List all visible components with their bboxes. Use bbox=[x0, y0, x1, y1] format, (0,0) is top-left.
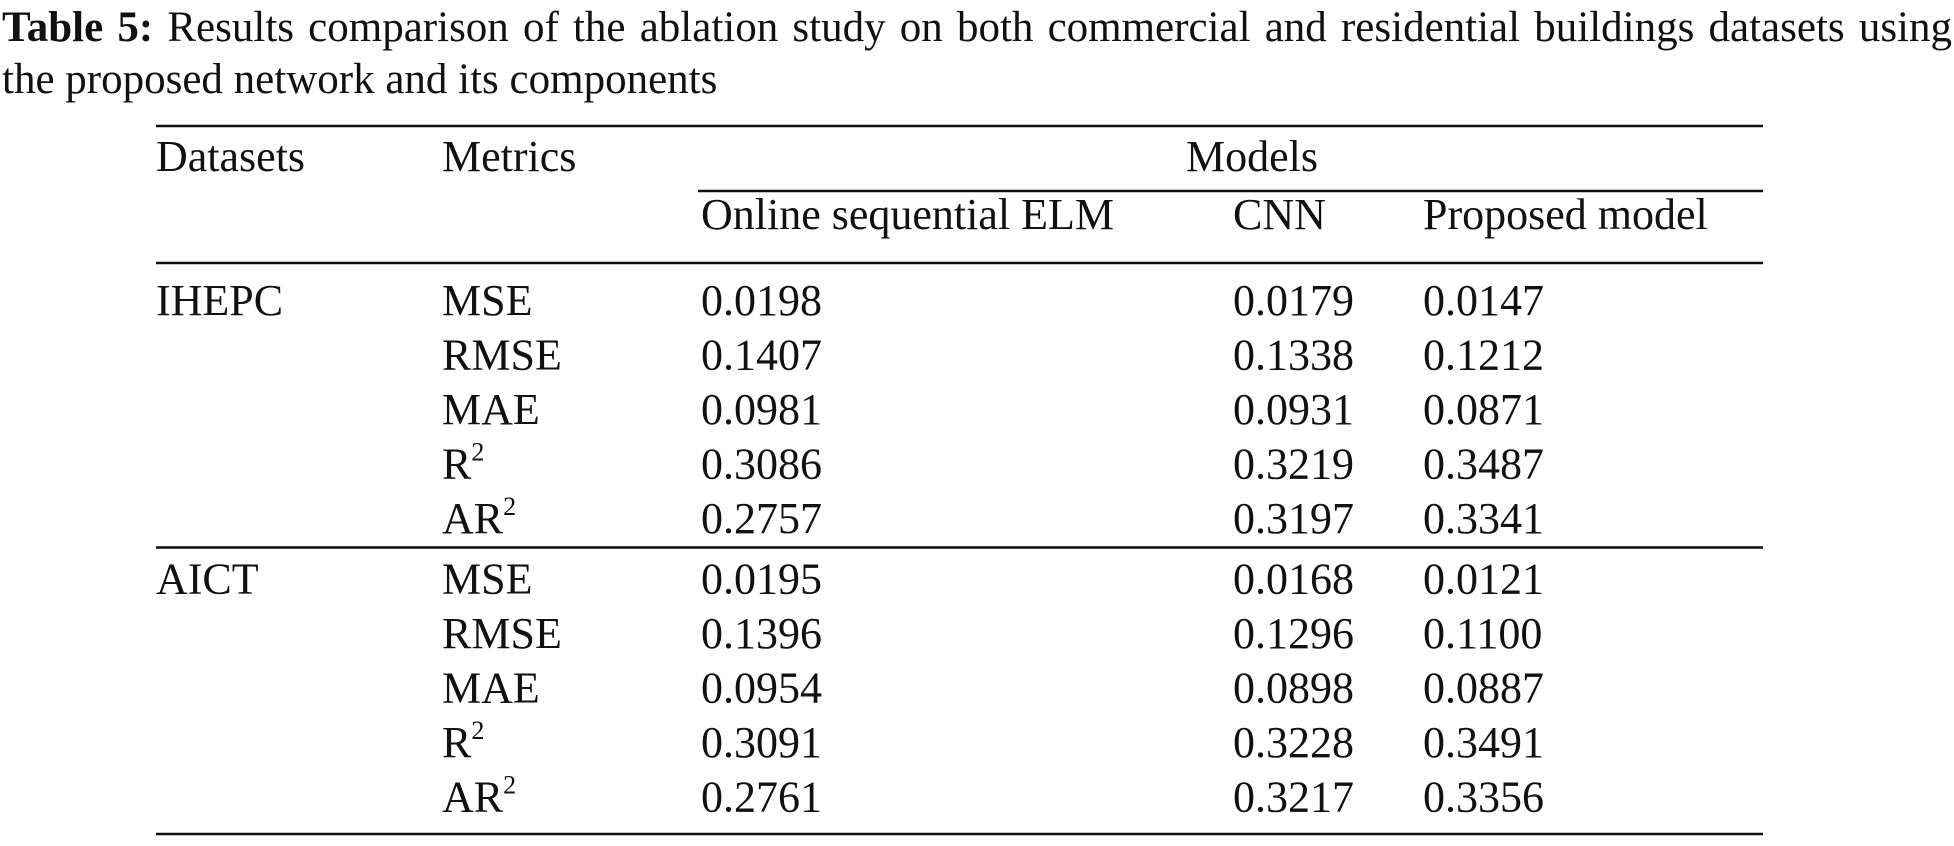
cell-value: 0.0168 bbox=[1233, 555, 1354, 604]
cell-value: 0.3217 bbox=[1233, 773, 1354, 822]
header-metrics: Metrics bbox=[442, 132, 576, 181]
cell-value: 0.3356 bbox=[1423, 773, 1544, 822]
caption-label: Table 5: bbox=[2, 4, 154, 51]
dataset-label: AICT bbox=[156, 555, 259, 604]
metric-name: RMSE bbox=[442, 331, 562, 380]
cell-value: 0.0887 bbox=[1423, 664, 1544, 713]
metric-label: MAE bbox=[442, 664, 540, 713]
metric-label: MSE bbox=[442, 555, 532, 604]
metric-label: AR2 bbox=[442, 492, 516, 543]
cell-value: 0.3228 bbox=[1233, 718, 1354, 767]
cell-value: 0.0179 bbox=[1233, 276, 1354, 325]
metric-name: RMSE bbox=[442, 609, 562, 658]
cell-value: 0.3341 bbox=[1423, 494, 1544, 543]
cell-value: 0.1338 bbox=[1233, 331, 1354, 380]
model-header: Proposed model bbox=[1423, 190, 1708, 239]
cell-value: 0.0195 bbox=[701, 555, 822, 604]
cell-value: 0.3491 bbox=[1423, 718, 1544, 767]
cell-value: 0.1100 bbox=[1423, 609, 1542, 658]
metric-name: R bbox=[442, 718, 472, 767]
model-header: CNN bbox=[1233, 190, 1326, 239]
cell-value: 0.3091 bbox=[701, 718, 822, 767]
metric-name: MAE bbox=[442, 385, 540, 434]
metric-label: AR2 bbox=[442, 770, 516, 821]
cell-value: 0.0898 bbox=[1233, 664, 1354, 713]
metric-name: MSE bbox=[442, 555, 532, 604]
header-models: Models bbox=[1186, 132, 1318, 181]
metric-label: R2 bbox=[442, 437, 484, 488]
cell-value: 0.0147 bbox=[1423, 276, 1544, 325]
metric-superscript: 2 bbox=[503, 492, 516, 521]
cell-value: 0.0981 bbox=[701, 385, 822, 434]
metric-name: R bbox=[442, 440, 472, 489]
metric-label: MSE bbox=[442, 276, 532, 325]
cell-value: 0.1212 bbox=[1423, 331, 1544, 380]
cell-value: 0.0931 bbox=[1233, 385, 1354, 434]
metric-name: MAE bbox=[442, 664, 540, 713]
model-header: Online sequential ELM bbox=[701, 190, 1114, 239]
header-datasets: Datasets bbox=[156, 132, 305, 181]
metric-superscript: 2 bbox=[471, 437, 484, 466]
cell-value: 0.0954 bbox=[701, 664, 822, 713]
cell-value: 0.1396 bbox=[701, 609, 822, 658]
dataset-label: IHEPC bbox=[156, 276, 283, 325]
cell-value: 0.3086 bbox=[701, 440, 822, 489]
cell-value: 0.2761 bbox=[701, 773, 822, 822]
metric-label: RMSE bbox=[442, 609, 562, 658]
caption-text: Results comparison of the ablation study… bbox=[2, 4, 1952, 103]
cell-value: 0.2757 bbox=[701, 494, 822, 543]
metric-superscript: 2 bbox=[503, 770, 516, 799]
cell-value: 0.1407 bbox=[701, 331, 822, 380]
cell-value: 0.0198 bbox=[701, 276, 822, 325]
metric-label: R2 bbox=[442, 716, 484, 767]
metric-name: AR bbox=[442, 773, 504, 822]
cell-value: 0.1296 bbox=[1233, 609, 1354, 658]
metric-superscript: 2 bbox=[471, 716, 484, 745]
cell-value: 0.0121 bbox=[1423, 555, 1544, 604]
metric-label: MAE bbox=[442, 385, 540, 434]
table-caption: Table 5: Results comparison of the ablat… bbox=[2, 2, 1952, 106]
metric-name: AR bbox=[442, 494, 504, 543]
cell-value: 0.0871 bbox=[1423, 385, 1544, 434]
cell-value: 0.3219 bbox=[1233, 440, 1354, 489]
metric-label: RMSE bbox=[442, 331, 562, 380]
cell-value: 0.3197 bbox=[1233, 494, 1354, 543]
cell-value: 0.3487 bbox=[1423, 440, 1544, 489]
metric-name: MSE bbox=[442, 276, 532, 325]
